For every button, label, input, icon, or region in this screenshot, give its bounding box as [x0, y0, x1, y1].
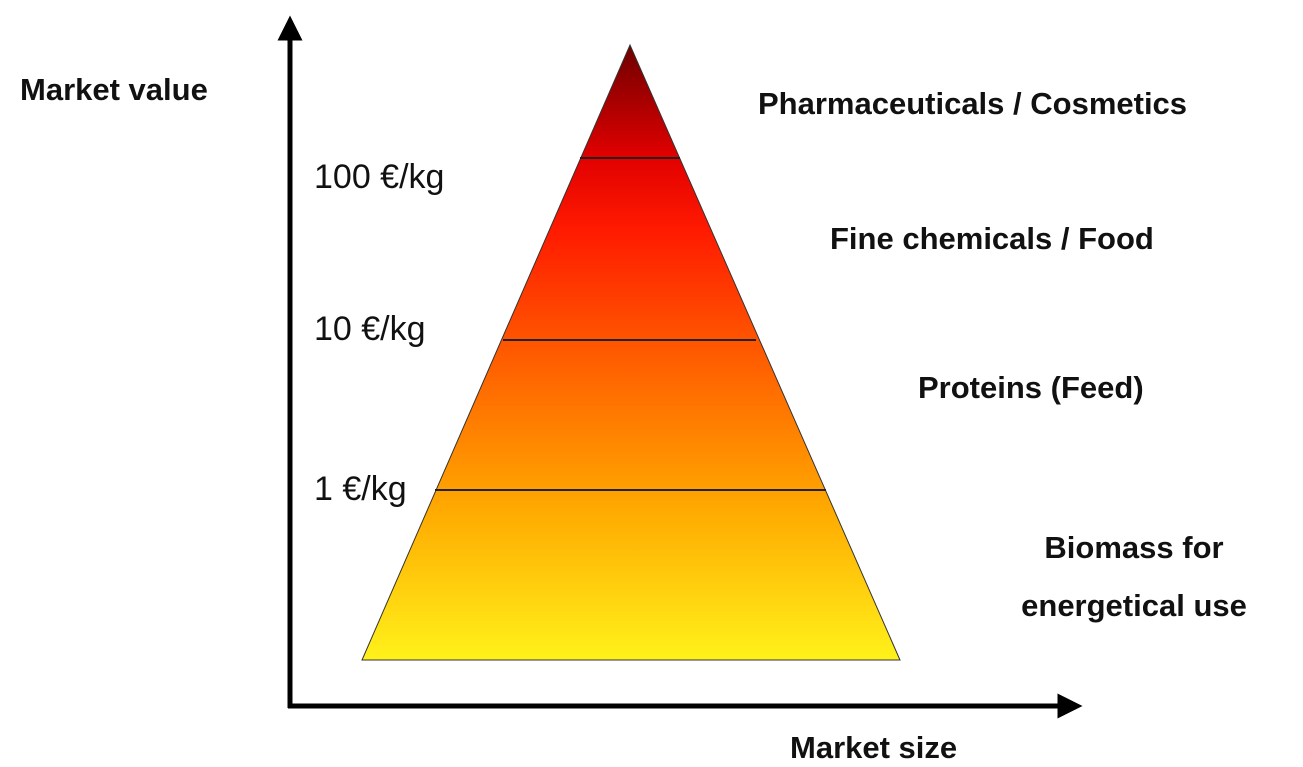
pyramid — [361, 43, 901, 661]
price-level: 1 €/kg — [314, 470, 407, 508]
segment-label: Biomass for — [1044, 530, 1223, 565]
segment-label: Proteins (Feed) — [918, 370, 1144, 405]
price-level: 100 €/kg — [314, 158, 444, 196]
segment-label: energetical use — [1021, 588, 1247, 623]
segment-label: Fine chemicals / Food — [830, 221, 1154, 256]
y-axis-label: Market value — [20, 72, 208, 107]
segment-label: Pharmaceuticals / Cosmetics — [758, 86, 1187, 121]
x-axis-label: Market size — [790, 730, 957, 765]
price-level: 10 €/kg — [314, 310, 426, 348]
